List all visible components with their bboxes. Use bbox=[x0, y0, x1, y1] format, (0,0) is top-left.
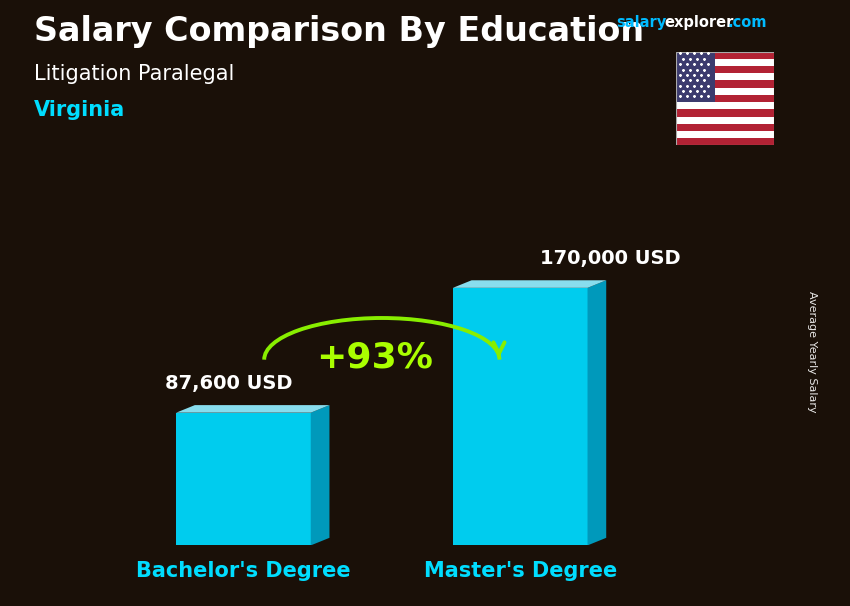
Text: +93%: +93% bbox=[316, 341, 433, 375]
Bar bbox=[676, 52, 774, 59]
Bar bbox=[676, 52, 715, 102]
Polygon shape bbox=[587, 280, 606, 545]
Bar bbox=[676, 131, 774, 138]
Polygon shape bbox=[311, 405, 330, 545]
Text: salary: salary bbox=[616, 15, 666, 30]
Bar bbox=[676, 88, 774, 95]
Text: Virginia: Virginia bbox=[34, 100, 125, 120]
Bar bbox=[676, 66, 774, 73]
Text: 170,000 USD: 170,000 USD bbox=[540, 249, 680, 268]
Bar bbox=[453, 288, 587, 545]
Polygon shape bbox=[453, 280, 606, 288]
Bar bbox=[676, 81, 774, 88]
Bar bbox=[676, 73, 774, 81]
Text: .com: .com bbox=[728, 15, 767, 30]
Text: explorer: explorer bbox=[665, 15, 734, 30]
Bar bbox=[676, 102, 774, 109]
Bar bbox=[676, 59, 774, 66]
Bar bbox=[676, 109, 774, 116]
Text: 87,600 USD: 87,600 USD bbox=[165, 374, 292, 393]
Bar bbox=[676, 116, 774, 124]
Polygon shape bbox=[176, 405, 330, 413]
Text: Salary Comparison By Education: Salary Comparison By Education bbox=[34, 15, 644, 48]
Text: Average Yearly Salary: Average Yearly Salary bbox=[807, 291, 817, 412]
Bar bbox=[676, 95, 774, 102]
Bar bbox=[176, 413, 311, 545]
Text: Litigation Paralegal: Litigation Paralegal bbox=[34, 64, 235, 84]
Bar bbox=[676, 138, 774, 145]
Bar bbox=[676, 124, 774, 131]
